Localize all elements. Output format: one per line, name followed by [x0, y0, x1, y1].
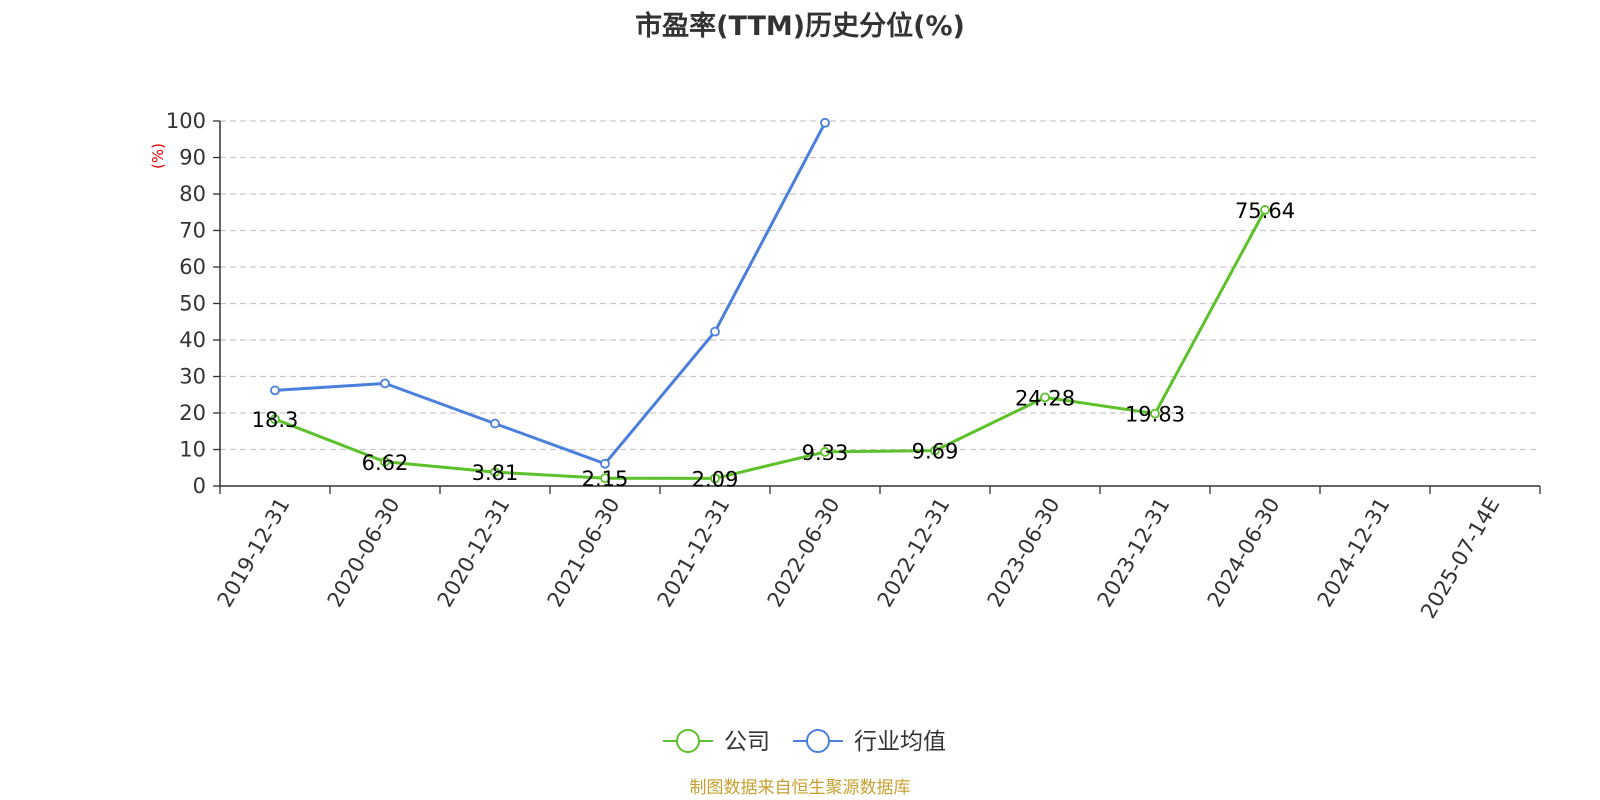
legend-item-company[interactable]: 公司: [663, 729, 770, 755]
data-point[interactable]: [710, 326, 720, 337]
y-tick-label: 70: [179, 219, 206, 243]
data-point[interactable]: [600, 473, 610, 484]
x-tick-label: 2019-12-31: [213, 494, 295, 612]
chart-title: 市盈率(TTM)历史分位(%): [635, 11, 965, 42]
x-tick-label: 2022-12-31: [873, 494, 955, 612]
data-point[interactable]: [1040, 392, 1050, 403]
data-point[interactable]: [600, 458, 610, 469]
x-tick-label: 2021-12-31: [653, 494, 735, 612]
data-point[interactable]: [270, 385, 280, 396]
data-point[interactable]: [490, 418, 500, 429]
series-layer: [270, 117, 1270, 484]
y-tick-label: 60: [179, 255, 206, 279]
y-tick-label: 50: [179, 292, 206, 316]
x-tick-label: 2022-06-30: [763, 494, 845, 612]
data-label: 24.28: [1015, 386, 1075, 410]
grid-lines: [220, 120, 1540, 451]
legend-marker: [676, 729, 700, 753]
legend-label: 行业均值: [854, 729, 946, 755]
data-point[interactable]: [1150, 408, 1160, 419]
legend-item-industry-avg[interactable]: 行业均值: [793, 729, 946, 755]
data-label: 2.09: [692, 467, 739, 491]
data-label: 3.81: [472, 461, 519, 485]
axes: 0 10 20 30 40 50 60 70 80 90 100 2019-12-31 2020-06-…: [166, 109, 1541, 623]
y-tick-label: 30: [179, 365, 206, 389]
y-tick-label: 0: [193, 474, 206, 498]
data-label: 19.83: [1125, 403, 1185, 427]
series-line-industry-avg: [274, 122, 827, 466]
y-axis-label: (%): [149, 143, 167, 169]
data-label: 18.3: [252, 408, 299, 432]
y-tick-label: 80: [179, 182, 206, 206]
data-label: 6.62: [362, 451, 409, 475]
data-label: 9.33: [802, 441, 849, 465]
data-point[interactable]: [710, 473, 720, 484]
source-note: 制图数据来自恒生聚源数据库: [689, 778, 911, 798]
data-labels: 18.3 6.62 3.81 2.15 2.09 9.33 9.69 24.28 19.83 75…: [252, 199, 1295, 491]
data-point[interactable]: [1260, 205, 1270, 215]
x-tick-label: 2021-06-30: [543, 494, 625, 612]
data-point[interactable]: [820, 117, 830, 128]
x-tick-label: 2023-12-31: [1093, 494, 1175, 612]
data-point[interactable]: [270, 414, 280, 425]
data-point[interactable]: [820, 447, 830, 457]
data-label: 2.15: [582, 467, 629, 491]
series-line-company: [274, 209, 1267, 480]
data-point[interactable]: [930, 445, 940, 456]
x-tick-label: 2025-07-14E: [1416, 494, 1504, 623]
data-label: 75.64: [1235, 199, 1295, 223]
data-point[interactable]: [380, 378, 390, 389]
data-point[interactable]: [380, 456, 390, 467]
legend-marker: [806, 729, 830, 753]
x-tick-label: 2024-12-31: [1313, 494, 1395, 612]
data-label: 9.69: [912, 440, 959, 464]
x-tick-label: 2024-06-30: [1203, 494, 1285, 612]
legend-label: 公司: [724, 729, 770, 755]
y-tick-label: 10: [179, 438, 206, 462]
x-tick-label: 2020-06-30: [323, 494, 405, 612]
y-tick-label: 100: [166, 109, 206, 133]
y-tick-label: 20: [179, 401, 206, 425]
y-tick-label: 40: [179, 328, 206, 352]
y-tick-label: 90: [179, 146, 206, 170]
x-tick-label: 2020-12-31: [433, 494, 515, 612]
data-point[interactable]: [490, 467, 500, 477]
x-tick-label: 2023-06-30: [983, 494, 1065, 612]
legend[interactable]: 公司 行业均值: [663, 729, 946, 755]
